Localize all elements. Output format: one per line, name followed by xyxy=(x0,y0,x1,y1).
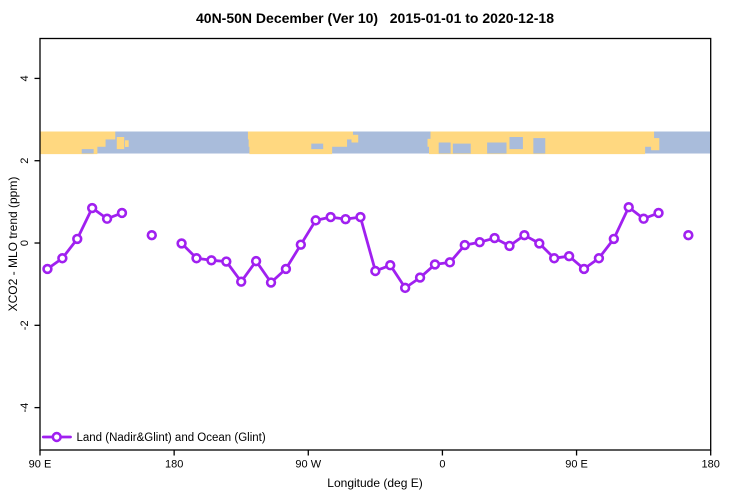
data-point-marker xyxy=(534,238,545,249)
y-tick-label: 2 xyxy=(19,158,31,164)
map-land-north-america xyxy=(248,138,348,147)
map-island xyxy=(651,138,660,151)
plot-border xyxy=(39,37,712,451)
x-tick-label: 90 E xyxy=(29,459,52,471)
data-point-marker xyxy=(191,253,202,264)
legend-label: Land (Nadir&Glint) and Ocean (Glint) xyxy=(77,432,266,444)
data-point-marker xyxy=(355,211,366,223)
data-point-marker xyxy=(385,260,396,271)
world-map-band xyxy=(40,131,711,155)
data-point-marker xyxy=(340,213,351,225)
map-island xyxy=(116,137,125,150)
data-point-marker xyxy=(608,233,620,245)
data-point-marker xyxy=(519,229,530,241)
legend-marker xyxy=(51,431,62,443)
map-island xyxy=(124,140,129,147)
map-land-north-america xyxy=(247,131,353,140)
data-point-marker xyxy=(280,263,292,275)
data-point-marker xyxy=(578,263,590,275)
data-point-marker xyxy=(250,255,262,267)
data-point-marker xyxy=(116,207,128,219)
data-point-marker xyxy=(623,202,634,213)
data-point-marker xyxy=(593,253,605,264)
data-point-marker xyxy=(474,236,485,248)
x-tick-label: 180 xyxy=(702,459,720,471)
map-sea-patch xyxy=(81,149,94,154)
data-point-marker xyxy=(653,207,664,219)
x-tick-label: 90 W xyxy=(295,459,321,471)
map-sea-patch xyxy=(452,143,471,154)
data-point-marker xyxy=(206,255,217,266)
data-point-marker xyxy=(414,272,426,283)
chart-title: 40N-50N December (Ver 10) 2015-01-01 to … xyxy=(196,10,554,26)
data-point-marker xyxy=(638,213,649,224)
data-point-marker xyxy=(444,257,456,268)
map-sea-patch xyxy=(438,142,451,154)
data-point-marker xyxy=(489,232,500,244)
map-land-asia-east xyxy=(40,138,106,147)
data-point-marker xyxy=(504,240,515,252)
y-axis-label: XCO2 - MLO trend (ppm) xyxy=(6,176,20,312)
data-point-marker xyxy=(295,239,307,250)
map-sea-patch xyxy=(533,138,546,154)
data-point-marker xyxy=(57,253,68,264)
data-point-marker xyxy=(146,229,157,241)
data-point-marker xyxy=(236,276,247,287)
data-point-marker xyxy=(42,263,53,275)
data-point-marker xyxy=(101,213,113,224)
map-land-asia-east xyxy=(40,131,116,140)
data-point-marker xyxy=(549,253,560,264)
map-land-europe-asia xyxy=(430,131,655,140)
y-axis: 4 2 0 -2 -4 xyxy=(19,75,40,413)
map-land-north-america xyxy=(249,146,333,155)
data-point-marker xyxy=(683,229,694,241)
data-point-marker xyxy=(176,238,187,249)
data-point-marker xyxy=(72,233,83,245)
x-axis-label: Longitude (deg E) xyxy=(327,476,423,490)
legend: Land (Nadir&Glint) and Ocean (Glint) xyxy=(41,431,266,444)
y-tick-label: -4 xyxy=(19,403,31,413)
x-tick-label: 180 xyxy=(165,459,183,471)
data-point-marker xyxy=(221,256,232,267)
map-sea-patch xyxy=(311,143,324,150)
data-point-marker xyxy=(325,211,336,223)
data-point-marker xyxy=(563,250,575,262)
data-point-marker xyxy=(459,239,470,251)
x-axis: 90 E 180 90 W 0 90 E 180 xyxy=(29,450,720,471)
map-island xyxy=(351,134,359,143)
data-point-marker xyxy=(399,282,411,294)
data-point-marker xyxy=(310,215,321,226)
data-point-marker xyxy=(370,265,381,277)
map-land-asia-east xyxy=(40,146,98,155)
x-tick-label: 90 E xyxy=(565,459,588,471)
y-tick-label: 4 xyxy=(19,75,31,81)
map-sea-patch xyxy=(487,142,507,154)
data-point-marker xyxy=(265,277,277,288)
data-point-marker xyxy=(86,202,98,214)
y-tick-label: 0 xyxy=(19,240,31,246)
map-sea-patch xyxy=(509,137,523,150)
y-tick-label: -2 xyxy=(19,320,31,330)
x-tick-label: 0 xyxy=(439,459,445,471)
data-series xyxy=(42,202,694,294)
data-point-marker xyxy=(429,259,441,270)
